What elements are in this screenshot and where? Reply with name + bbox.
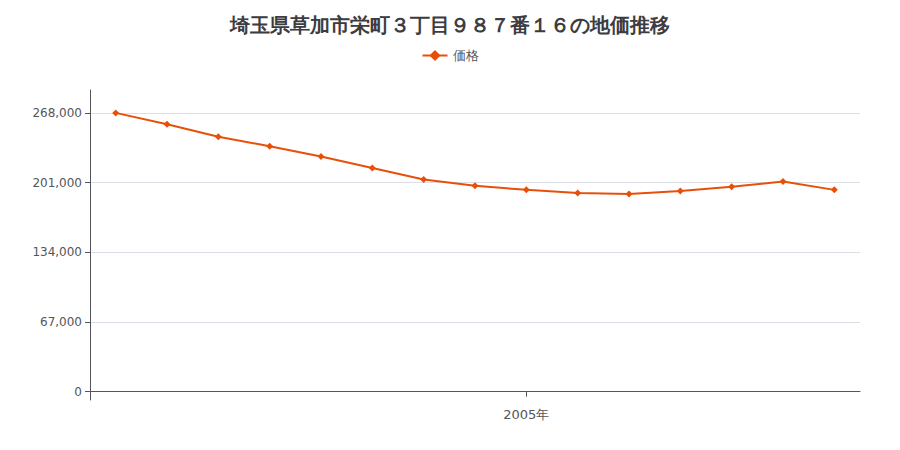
svg-text:2005年: 2005年	[503, 407, 549, 422]
svg-text:0: 0	[74, 385, 82, 399]
svg-text:268,000: 268,000	[32, 106, 82, 120]
svg-text:201,000: 201,000	[32, 176, 82, 190]
svg-text:67,000: 67,000	[40, 315, 82, 329]
svg-text:価格: 価格	[453, 48, 479, 63]
svg-text:埼玉県草加市栄町３丁目９８７番１６の地価推移: 埼玉県草加市栄町３丁目９８７番１６の地価推移	[229, 13, 670, 37]
svg-text:134,000: 134,000	[32, 245, 82, 259]
